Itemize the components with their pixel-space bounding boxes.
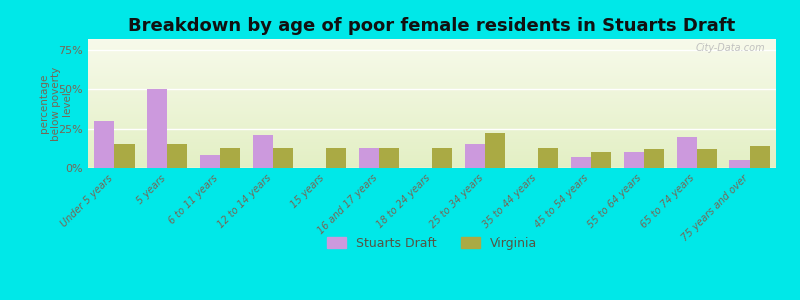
Bar (623, 152, 644, 168)
Bar (677, 136, 697, 168)
Bar (538, 148, 558, 168)
Bar (274, 148, 294, 168)
Bar (114, 144, 134, 168)
Bar (200, 155, 220, 168)
Bar (167, 144, 187, 168)
Bar (220, 148, 241, 168)
Bar (379, 148, 399, 168)
Bar (750, 146, 770, 168)
Bar (432, 148, 452, 168)
Bar (730, 160, 750, 168)
Bar (485, 134, 505, 168)
Legend: Stuarts Draft, Virginia: Stuarts Draft, Virginia (322, 232, 542, 255)
Bar (253, 135, 274, 168)
Bar (465, 144, 485, 168)
Bar (590, 152, 611, 168)
Bar (359, 148, 379, 168)
Text: City-Data.com: City-Data.com (696, 43, 766, 53)
Bar (326, 148, 346, 168)
Y-axis label: percentage
below poverty
level: percentage below poverty level (39, 66, 72, 141)
Bar (94, 121, 114, 168)
Bar (147, 89, 167, 168)
Bar (570, 157, 590, 168)
Bar (697, 149, 717, 168)
Bar (644, 149, 664, 168)
Title: Breakdown by age of poor female residents in Stuarts Draft: Breakdown by age of poor female resident… (128, 17, 736, 35)
